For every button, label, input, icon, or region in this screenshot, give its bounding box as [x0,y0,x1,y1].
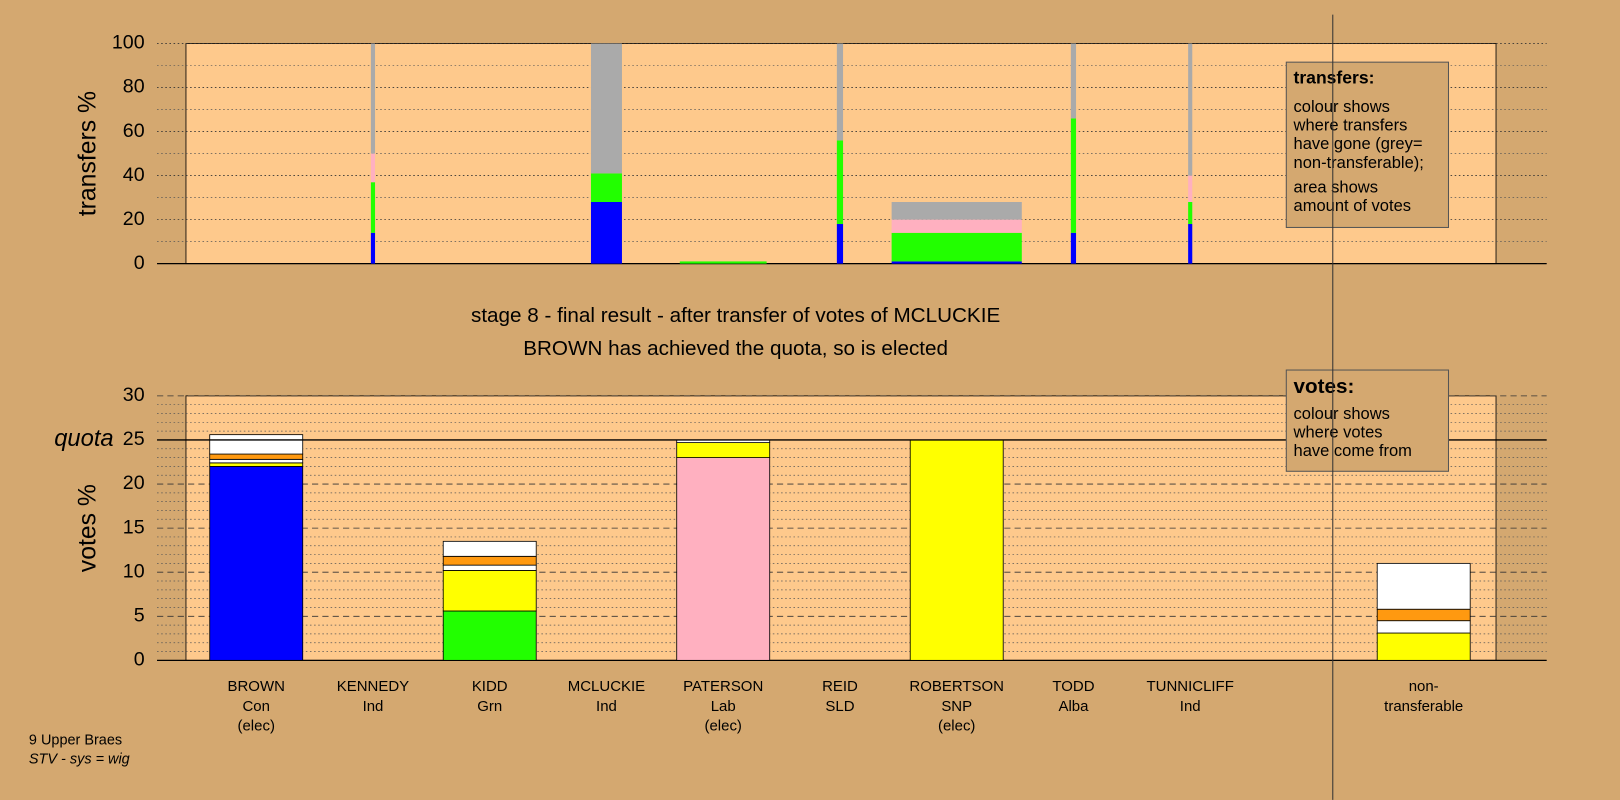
bar-segment [442,555,537,566]
x-tick-label: Lab [711,698,736,715]
x-tick-label: BROWN [228,678,285,695]
legend-box [1285,61,1450,228]
bar-segment [1070,43,1077,119]
bar-segment [1376,620,1471,634]
y-axis-label: votes % [74,484,101,572]
y-tick-label: 15 [123,516,145,538]
x-tick-label: PATERSON [683,678,763,695]
legend-text: have come from [1294,441,1412,460]
footer-text: 9 Upper Braes [29,733,122,749]
bar-segment [590,173,622,203]
bar-segment [676,442,771,458]
bar-segment [590,43,622,174]
x-tick-label: REID [822,678,858,695]
bar-segment [909,439,1004,661]
bar-segment [209,465,304,661]
y-tick-label: 5 [134,604,145,626]
bar-segment [891,219,1022,233]
y-tick-label: 10 [123,560,145,582]
legend-text: amount of votes [1294,196,1412,215]
bar-segment [1070,118,1077,233]
bar-segment [442,570,537,612]
y-tick-label: 60 [123,120,145,142]
x-tick-label: KENNEDY [337,678,409,695]
chart-subtitle: BROWN has achieved the quota, so is elec… [523,337,948,360]
x-tick-label: (elec) [238,717,275,734]
bar-segment [590,202,622,264]
x-tick-label: Alba [1058,698,1089,715]
x-tick-label: SNP [941,698,972,715]
bar-segment [442,564,537,571]
bar-segment [679,261,767,264]
bar-segment [209,462,304,467]
bar-segment [891,202,1022,220]
bar-segment [891,261,1022,264]
x-tick-label: non- [1409,678,1439,695]
bar-segment [1376,608,1471,622]
legend-text: where transfers [1293,116,1408,135]
x-tick-label: Grn [477,698,502,715]
bar-segment [209,434,304,455]
y-axis-label: transfers % [74,91,101,216]
x-tick-label: MCLUCKIE [568,678,645,695]
bar-segment [836,43,844,141]
bar-segment [1376,632,1471,661]
y-tick-label: 30 [123,384,145,406]
legend-title: votes: [1294,375,1355,398]
legend-text: non-transferable); [1294,153,1424,172]
y-tick-label: 80 [123,76,145,98]
x-tick-label: SLD [825,698,854,715]
x-tick-label: Ind [1180,698,1201,715]
x-tick-label: (elec) [938,717,975,734]
legend-text: have gone (grey= [1294,134,1423,153]
y-tick-label: 25 [123,428,145,450]
bar-segment [1188,202,1193,225]
legend-text: area shows [1294,178,1378,197]
legend-box [1285,369,1450,472]
bar-segment [1188,43,1193,176]
y-tick-label: 40 [123,164,145,186]
chart-title: stage 8 - final result - after transfer … [471,304,1000,327]
bar-segment [1070,232,1077,264]
x-tick-label: (elec) [704,717,741,734]
legend-text: colour shows [1294,404,1390,423]
x-tick-label: KIDD [472,678,508,695]
bar-segment [836,224,844,264]
bar-segment [370,182,376,233]
bar-segment [1376,562,1471,610]
y-tick-label: 0 [134,649,145,671]
y-tick-label: 100 [112,32,145,54]
bar-segment [836,140,844,225]
bar-segment [891,232,1022,262]
legend-title: transfers: [1294,67,1375,87]
quota-label: quota [54,425,113,452]
bar-segment [676,457,771,661]
x-tick-label: ROBERTSON [909,678,1004,695]
legend-text: where votes [1293,422,1383,441]
legend-text: colour shows [1294,97,1390,116]
y-tick-label: 0 [134,252,145,274]
x-tick-label: TODD [1052,678,1094,695]
y-tick-label: 20 [123,472,145,494]
bar-segment [209,453,304,460]
bar-segment [442,540,537,557]
x-tick-label: Ind [363,698,384,715]
x-tick-label: Ind [596,698,617,715]
bar-segment [370,153,376,183]
bar-segment [370,232,376,264]
footer-text: STV - sys = wig [29,751,130,767]
bar-segment [209,458,304,464]
x-tick-label: Con [242,698,269,715]
bar-segment [442,610,537,661]
x-tick-label: transferable [1384,698,1463,715]
bar-segment [1188,224,1193,264]
bar-segment [1188,175,1193,203]
bar-segment [370,43,376,154]
x-tick-label: TUNNICLIFF [1147,678,1234,695]
y-tick-label: 20 [123,208,145,230]
